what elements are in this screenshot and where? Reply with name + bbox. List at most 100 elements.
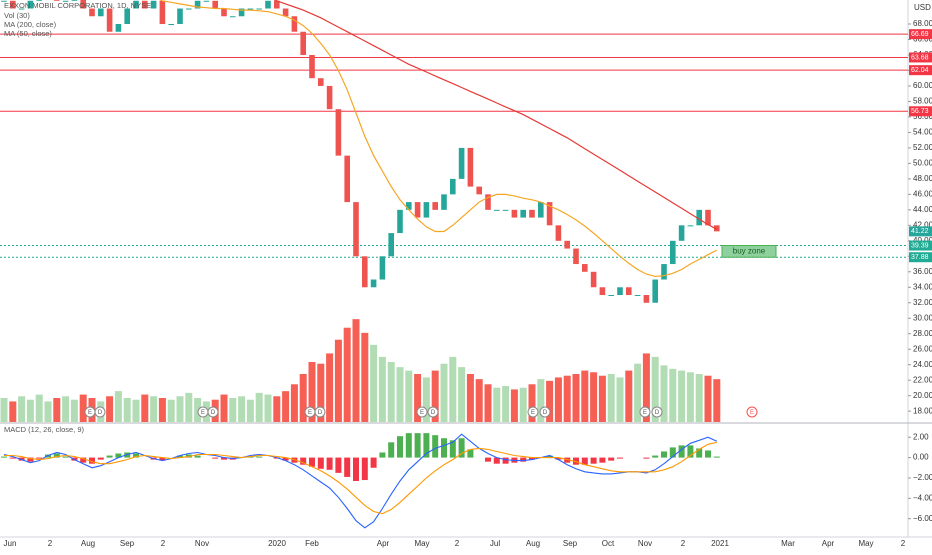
- macd-histogram-bar: [36, 457, 43, 459]
- macd-histogram-bar: [713, 456, 720, 458]
- macd-histogram-bar: [335, 457, 342, 473]
- volume-bar: [150, 396, 158, 422]
- candle: [282, 8, 289, 17]
- candle: [520, 209, 526, 218]
- macd-histogram-bar: [590, 457, 597, 464]
- candle: [670, 240, 676, 265]
- volume-bar: [502, 386, 510, 422]
- macd-histogram-bar: [608, 457, 615, 461]
- y-tick-label: 30.00: [913, 313, 932, 322]
- volume-bar: [282, 391, 290, 422]
- event-marker: [94, 406, 106, 418]
- candle: [194, 0, 201, 9]
- volume-bar: [581, 370, 589, 422]
- macd-histogram-bar: [643, 457, 650, 459]
- macd-histogram-bar: [326, 457, 333, 470]
- volume-bar: [378, 356, 386, 422]
- event-marker: [427, 406, 439, 418]
- volume-bar: [255, 392, 263, 422]
- y-tick-label: 46.00: [913, 189, 932, 198]
- macd-histogram-bar: [388, 442, 395, 458]
- event-marker: [207, 406, 219, 418]
- macd-histogram-bar: [705, 450, 711, 458]
- macd-histogram-bar: [379, 452, 386, 458]
- level-label-box: [909, 106, 932, 117]
- volume-bar: [449, 356, 457, 422]
- volume-bar: [440, 363, 448, 422]
- macd-tick-label: −2.00: [913, 473, 932, 482]
- y-tick-label: 56.00: [913, 112, 932, 121]
- volume-bar: [229, 398, 237, 422]
- candle: [458, 147, 465, 179]
- volume-bar: [625, 370, 633, 422]
- volume-bar: [9, 401, 17, 422]
- macd-histogram-bar: [159, 457, 166, 461]
- volume-bar: [352, 319, 360, 422]
- volume-bar: [308, 362, 316, 422]
- level-label-box: [909, 52, 932, 63]
- candle: [203, 0, 210, 2]
- candle: [212, 0, 218, 9]
- macd-histogram-bar: [221, 457, 227, 460]
- candle: [168, 24, 174, 26]
- candle: [546, 202, 553, 226]
- level-label: 56.73: [911, 108, 929, 115]
- macd-histogram-bar: [520, 457, 527, 462]
- buy-zone-box: [721, 245, 777, 258]
- event-label: E: [531, 410, 535, 416]
- macd-histogram-bar: [80, 457, 87, 463]
- x-tick-label: 2020: [268, 539, 286, 548]
- macd-histogram-bar: [485, 457, 491, 462]
- volume-bar: [26, 399, 34, 422]
- level-label-box: [909, 240, 932, 251]
- macd-histogram-bar: [546, 455, 553, 458]
- event-marker: [651, 406, 663, 418]
- macd-histogram-bar: [97, 457, 104, 460]
- level-label-box: [909, 65, 932, 76]
- x-tick-label: 2021: [711, 539, 729, 548]
- macd-pane: [1, 433, 720, 529]
- x-tick-label: Aug: [526, 539, 540, 548]
- candle: [406, 202, 412, 210]
- x-tick-label: Aug: [81, 539, 95, 548]
- candle: [353, 202, 359, 257]
- candle: [177, 8, 183, 25]
- candle: [326, 85, 333, 110]
- macd-histogram-bar: [177, 455, 183, 458]
- candle: [54, 0, 60, 1]
- macd-histogram-bar: [1, 456, 7, 458]
- macd-tick-label: 0.00: [913, 453, 929, 462]
- y-tick-label: 48.00: [913, 174, 932, 183]
- candle: [362, 256, 368, 288]
- volume-bar: [326, 353, 334, 422]
- macd-histogram-bar: [414, 433, 421, 458]
- volume-bar: [414, 374, 422, 422]
- macd-histogram-bar: [282, 457, 289, 461]
- candle: [599, 287, 606, 296]
- volume-bar: [62, 396, 70, 422]
- axes: 18.0020.0022.0024.0026.0028.0030.0032.00…: [4, 19, 932, 548]
- event-label: E: [750, 410, 754, 416]
- macd-histogram-bar: [555, 457, 562, 460]
- candle: [529, 209, 535, 218]
- candle: [634, 295, 641, 297]
- volume-bar: [634, 363, 642, 422]
- macd-histogram-bar: [661, 451, 667, 458]
- macd-histogram-bar: [502, 457, 509, 464]
- x-tick-label: Nov: [638, 539, 652, 548]
- y-tick-label: 54.00: [913, 128, 932, 137]
- y-tick-label: 26.00: [913, 344, 932, 353]
- candle: [247, 8, 254, 10]
- candle: [678, 225, 685, 241]
- level-label-box: [909, 29, 932, 40]
- volume-bar: [370, 344, 378, 422]
- macd-histogram-bar: [669, 447, 676, 458]
- macd-histogram-bar: [353, 457, 359, 481]
- macd-histogram-bar: [581, 457, 588, 465]
- candle: [538, 202, 544, 218]
- candle: [590, 271, 597, 288]
- volume-bar: [466, 374, 474, 422]
- volume-bar: [475, 379, 483, 422]
- candle: [300, 31, 306, 55]
- volume-bar: [264, 394, 272, 422]
